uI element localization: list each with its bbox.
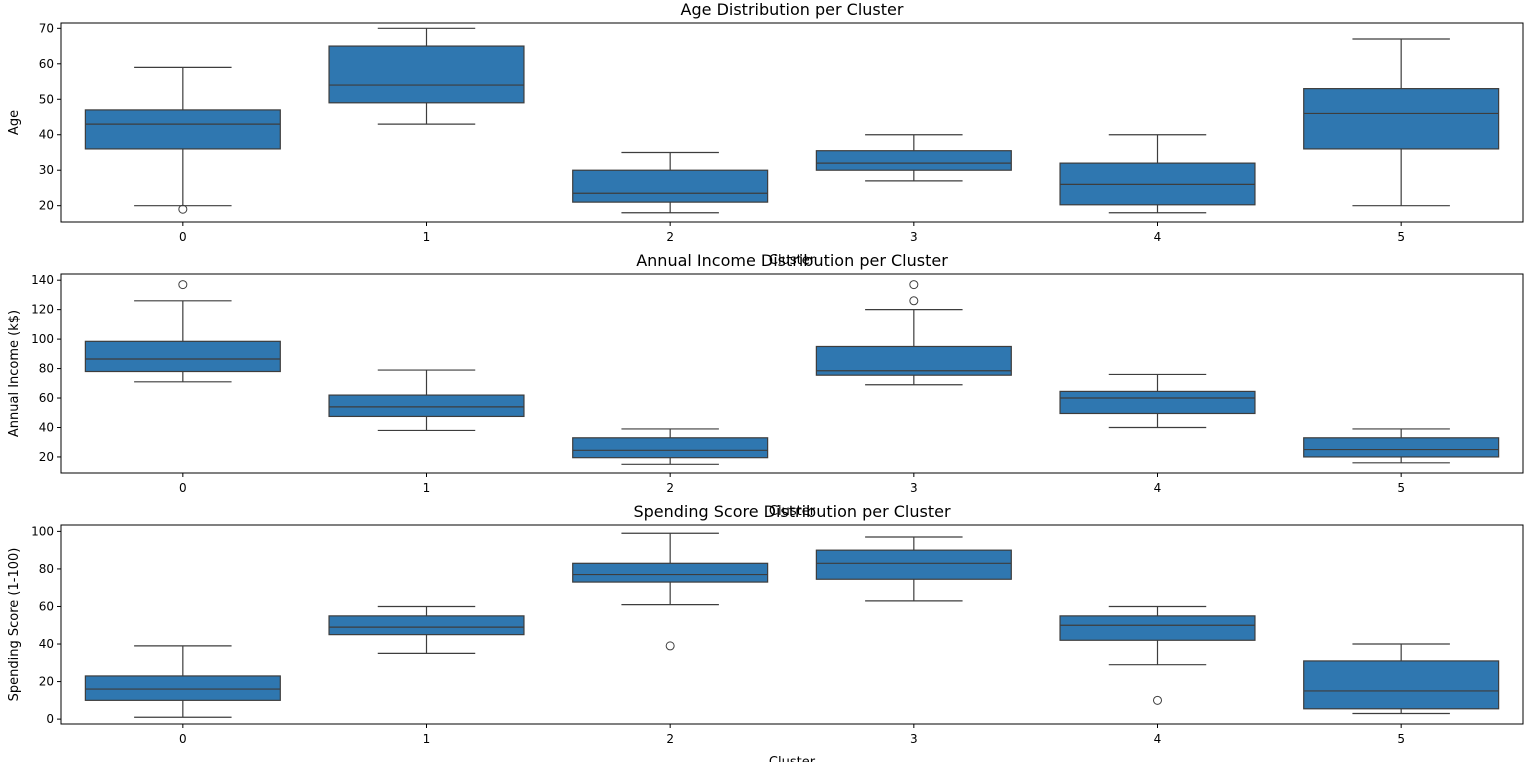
chart-title: Annual Income Distribution per Cluster (636, 251, 948, 270)
iqr-box (572, 437, 769, 459)
box-cluster-5 (1303, 38, 1500, 207)
outlier-point (909, 296, 919, 306)
x-tick-label: 1 (423, 732, 431, 746)
subplot-2: 020406080100012345ClusterSpending Score … (7, 502, 1524, 762)
x-axis-label: Cluster (769, 253, 816, 268)
box-cluster-1 (328, 605, 525, 655)
box-cluster-2 (572, 428, 769, 465)
x-tick-label: 0 (179, 481, 187, 495)
iqr-box (328, 615, 525, 636)
x-tick-label: 4 (1154, 732, 1162, 746)
x-tick-label: 3 (910, 481, 918, 495)
outlier-point (178, 204, 188, 214)
box-cluster-0 (84, 645, 281, 718)
iqr-box (84, 675, 281, 701)
axes-frame (60, 524, 1524, 725)
box-cluster-1 (328, 369, 525, 432)
subplot-0: 20 30 40 50 60 70 0 1 2 3 4 5 Cluster Age Age Distribu… (7, 0, 1524, 268)
x-tick-label: 3 (910, 732, 918, 746)
y-axis-label: Annual Income (k$) (7, 310, 22, 437)
y-tick-label: 70 (39, 21, 54, 35)
iqr-box (1059, 390, 1256, 415)
y-tick-label: 20 (39, 450, 54, 464)
y-tick-label: 140 (31, 273, 54, 287)
box-cluster-2 (572, 151, 769, 214)
box-cluster-1 (328, 27, 525, 125)
iqr-box (1303, 660, 1500, 710)
iqr-box (84, 340, 281, 373)
iqr-box (1303, 437, 1500, 458)
x-tick-label: 5 (1397, 481, 1405, 495)
box-cluster-3 (815, 536, 1012, 602)
iqr-box (572, 169, 769, 203)
axes-frame (60, 22, 1524, 223)
iqr-box (1059, 615, 1256, 641)
x-tick-label: 1 (423, 481, 431, 495)
y-tick-label: 80 (39, 362, 54, 376)
box-cluster-4 (1059, 134, 1256, 214)
iqr-box (815, 150, 1012, 171)
x-tick-label: 0 (179, 230, 187, 244)
y-tick-label: 40 (39, 420, 54, 434)
y-tick-label: 20 (39, 675, 54, 689)
chart-title: Spending Score Distribution per Cluster (633, 502, 950, 521)
chart-title: Age Distribution per Cluster (681, 0, 904, 19)
box-cluster-4 (1059, 373, 1256, 429)
y-tick-label: 20 (39, 199, 54, 213)
y-tick-label: 40 (39, 637, 54, 651)
x-axis-label: Cluster (769, 755, 816, 762)
outlier-point (909, 280, 919, 290)
y-tick-label: 100 (31, 524, 54, 538)
box-cluster-0 (84, 280, 281, 383)
axes-frame (60, 273, 1524, 474)
x-axis-label: Cluster (769, 504, 816, 519)
y-tick-label: 60 (39, 57, 54, 71)
iqr-box (328, 394, 525, 418)
x-tick-label: 0 (179, 732, 187, 746)
outlier-point (178, 280, 188, 290)
box-cluster-4 (1059, 605, 1256, 705)
y-tick-label: 0 (46, 712, 54, 726)
box-cluster-5 (1303, 428, 1500, 464)
x-tick-label: 5 (1397, 732, 1405, 746)
box-cluster-0 (84, 66, 281, 214)
box-cluster-3 (815, 280, 1012, 386)
x-tick-label: 3 (910, 230, 918, 244)
iqr-box (84, 109, 281, 150)
box-cluster-2 (572, 532, 769, 651)
y-axis-label: Spending Score (1-100) (7, 548, 22, 702)
outlier-point (665, 641, 675, 651)
box-cluster-3 (815, 134, 1012, 182)
x-tick-label: 2 (666, 230, 674, 244)
x-tick-label: 4 (1154, 481, 1162, 495)
iqr-box (572, 562, 769, 583)
x-tick-label: 1 (423, 230, 431, 244)
x-tick-label: 4 (1154, 230, 1162, 244)
y-tick-label: 50 (39, 92, 54, 106)
box-cluster-5 (1303, 643, 1500, 715)
x-tick-label: 2 (666, 481, 674, 495)
y-tick-label: 60 (39, 599, 54, 613)
outlier-point (1153, 695, 1162, 705)
x-tick-label: 5 (1397, 230, 1405, 244)
y-tick-label: 40 (39, 128, 54, 142)
x-tick-label: 2 (666, 732, 674, 746)
y-tick-label: 100 (31, 332, 54, 346)
iqr-box (815, 549, 1012, 580)
y-tick-label: 80 (39, 562, 54, 576)
y-tick-label: 30 (39, 163, 54, 177)
y-axis-label: Age (7, 110, 22, 135)
iqr-box (328, 45, 525, 104)
y-tick-label: 120 (31, 303, 54, 317)
y-tick-label: 60 (39, 391, 54, 405)
iqr-box (1303, 88, 1500, 150)
